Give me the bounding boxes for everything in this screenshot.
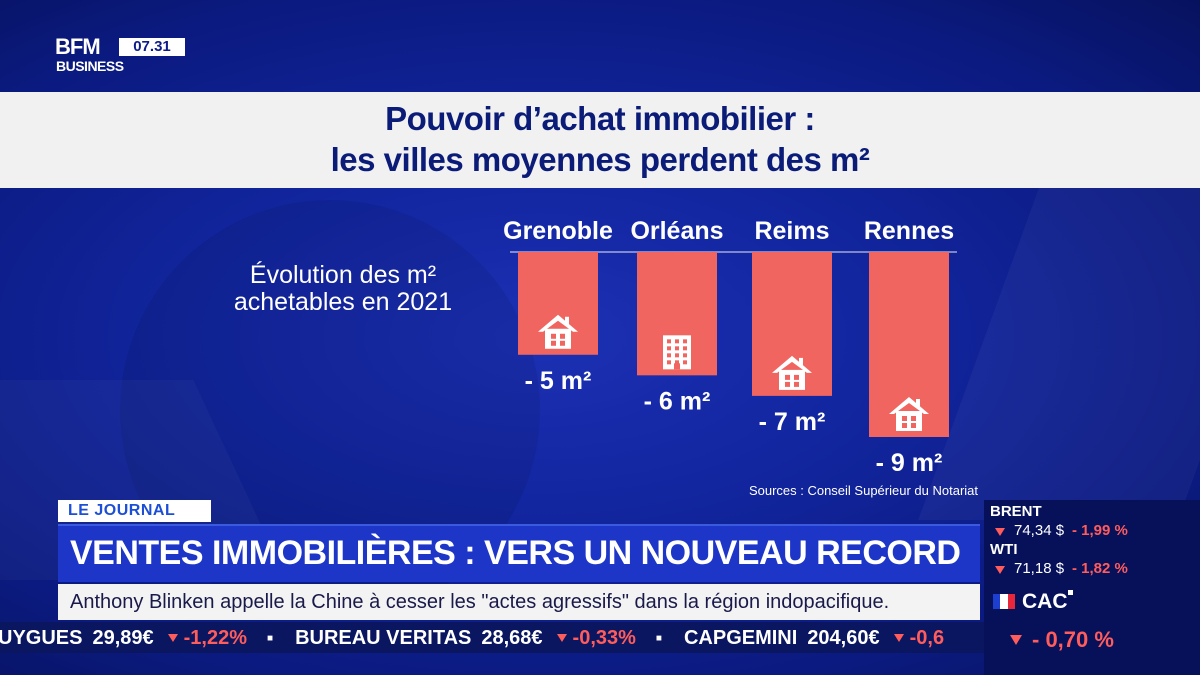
category-label: Orléans: [630, 217, 723, 245]
chart-title-line-1: Pouvoir d’achat immobilier :: [385, 100, 815, 137]
headline-bar: [58, 524, 980, 582]
down-triangle-icon: [995, 528, 1005, 536]
brent-value: 74,34 $: [1014, 522, 1065, 539]
brent-change: - 1,99 %: [1072, 522, 1128, 539]
brent-name: BRENT: [990, 503, 1042, 520]
down-triangle-icon: [556, 634, 567, 642]
y-axis-label-line: achetables en 2021: [234, 288, 452, 316]
program-tag: LE JOURNAL: [58, 500, 211, 522]
title-band: [0, 92, 1200, 188]
ticker-change: -1,22%: [183, 626, 248, 649]
ticker-track: UYGUES 29,89€ -1,22% ■ BUREAU VERITAS 28,68€ -…: [0, 625, 954, 651]
ticker-value: 28,68€: [481, 626, 543, 649]
category-label: Reims: [754, 217, 829, 245]
value-label: - 9 m²: [876, 449, 943, 477]
bars: Grenoble - 5 m² Orléans - 6 m² Reims - 7 m² Re…: [503, 217, 954, 477]
ticker-separator: ■: [655, 632, 662, 644]
logo-brand: BFM: [55, 34, 101, 59]
headline: VENTES IMMOBILIÈRES : VERS UN NOUVEAU RE…: [70, 534, 961, 572]
ticker-change: -0,6: [909, 626, 945, 649]
ticker-separator: ■: [267, 632, 274, 644]
ticker-name: UYGUES: [0, 626, 83, 649]
down-triangle-icon: [995, 566, 1005, 574]
ticker-name: CAPGEMINI: [683, 626, 798, 649]
french-flag-icon: [993, 594, 1015, 609]
cac-name: CAC: [1022, 590, 1068, 613]
down-triangle-icon: [893, 634, 904, 642]
bfm-business-logo: BFM BUSINESS 07.31: [55, 36, 191, 76]
ticker-change: -0,33%: [572, 626, 636, 649]
ticker-name: BUREAU VERITAS: [295, 626, 472, 649]
down-triangle-icon: [1010, 635, 1022, 645]
clock-time: 07.31: [119, 38, 185, 56]
apartment-building-icon: [663, 335, 691, 370]
bar-rennes: [869, 252, 949, 437]
house-icon: [538, 314, 578, 349]
cac-change: - 0,70 %: [1032, 627, 1114, 652]
category-label: Grenoble: [503, 217, 613, 245]
category-label: Rennes: [864, 217, 954, 245]
news-subline: Anthony Blinken appelle la Chine à cesse…: [70, 591, 890, 613]
wti-change: - 1,82 %: [1072, 560, 1128, 577]
value-label: - 5 m²: [525, 367, 592, 395]
subline-bar: [58, 584, 980, 620]
chart-title-line-2: les villes moyennes perdent des m²: [330, 141, 870, 178]
y-axis-label-line: Évolution des m²: [250, 260, 436, 289]
markets-panel: [984, 500, 1200, 675]
wti-value: 71,18 $: [1014, 560, 1065, 577]
down-triangle-icon: [167, 634, 178, 642]
stock-ticker: UYGUES 29,89€ -1,22% ■ BUREAU VERITAS 28,68€ -…: [0, 622, 984, 653]
logo-sub: BUSINESS: [56, 58, 124, 74]
live-dot-icon: [1068, 590, 1073, 595]
house-icon: [889, 397, 929, 431]
ticker-value: 204,60€: [807, 626, 880, 649]
value-label: - 7 m²: [759, 408, 826, 436]
source-note: Sources : Conseil Supérieur du Notariat: [749, 483, 978, 498]
house-icon: [772, 355, 812, 390]
value-label: - 6 m²: [644, 387, 711, 415]
wti-name: WTI: [990, 541, 1018, 558]
ticker-value: 29,89€: [92, 626, 154, 649]
